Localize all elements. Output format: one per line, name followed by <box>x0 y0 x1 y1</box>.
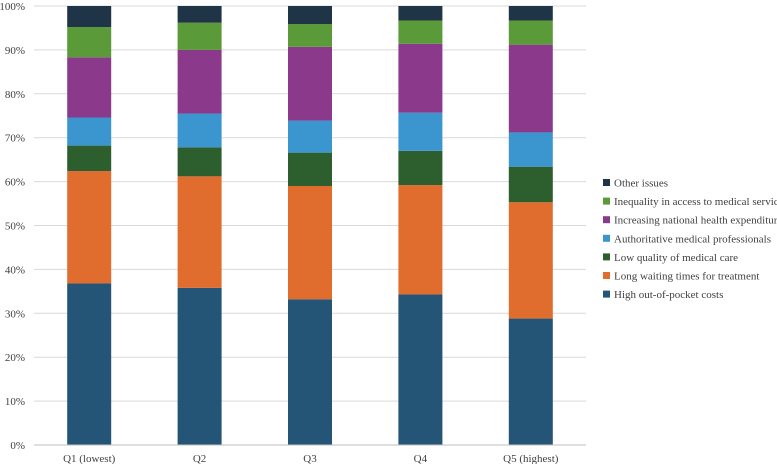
bar-segment <box>508 318 553 445</box>
bar-segment <box>398 6 443 21</box>
bar-segment <box>398 112 443 151</box>
legend-swatch <box>603 290 610 298</box>
legend-swatch <box>603 197 610 205</box>
bar-segment <box>398 150 443 186</box>
bar-segment <box>288 185 332 300</box>
bar-segment <box>67 145 112 172</box>
legend-label: Inequality in access to medical services <box>614 196 777 208</box>
legend-label: Authoritative medical professionals <box>614 233 771 245</box>
x-tick-label: Q3 <box>303 453 317 464</box>
bar-segment <box>177 49 222 114</box>
x-tick-label: Q5 (highest) <box>503 453 559 464</box>
legend-swatch <box>603 216 610 224</box>
bar-segment <box>508 166 553 203</box>
y-tick-label: 0% <box>10 440 25 452</box>
bar-segment <box>67 171 112 284</box>
legend-label: Low quality of medical care <box>614 252 738 264</box>
y-tick-label: 60% <box>5 177 25 189</box>
legend-swatch <box>603 179 610 186</box>
bar-segment <box>398 43 443 113</box>
y-tick-label: 80% <box>5 89 25 101</box>
x-axis: Q1 (lowest) Q2 Q3 Q4 Q5 (highest) <box>34 444 586 464</box>
y-tick-label: 20% <box>5 352 25 364</box>
bar-segment <box>177 176 222 288</box>
legend-label: Increasing national health expenditure <box>614 215 777 227</box>
bar-segment <box>288 299 332 445</box>
bar-segment <box>177 22 222 50</box>
bar-segment <box>508 132 553 167</box>
bars <box>67 6 553 445</box>
bar-segment <box>177 147 222 177</box>
bar-segment <box>177 113 222 148</box>
bar-segment <box>177 6 222 23</box>
bar-segment <box>288 152 332 186</box>
legend-swatch <box>603 234 610 242</box>
y-axis-tick-labels: 0% 10% 20% 30% 40% 50% 60% 70% 80% 90% 100% <box>0 1 25 452</box>
y-tick-label: 70% <box>5 133 25 145</box>
legend-label: Other issues <box>614 178 668 190</box>
legend: Other issues Inequality in access to medi… <box>603 178 777 301</box>
bar-segment <box>67 283 112 445</box>
bar-segment <box>508 20 553 45</box>
bar-segment <box>508 6 553 21</box>
bar-segment <box>398 185 443 295</box>
y-tick-label: 90% <box>5 45 25 57</box>
bar-segment <box>67 117 112 146</box>
bar-segment <box>288 23 332 47</box>
bar-segment <box>398 294 443 445</box>
legend-label: Long waiting times for treatment <box>614 271 759 283</box>
y-tick-label: 10% <box>5 396 25 408</box>
y-tick-label: 40% <box>5 264 25 276</box>
bar-segment <box>508 44 553 133</box>
legend-swatch <box>603 253 610 261</box>
bar-segment <box>177 287 222 445</box>
x-tick-label: Q1 (lowest) <box>63 453 116 464</box>
legend-label: High out-of-pocket costs <box>614 289 723 301</box>
x-tick-label: Q2 <box>193 453 206 464</box>
y-tick-label: 30% <box>5 308 25 320</box>
bar-segment <box>67 57 112 118</box>
y-tick-label: 50% <box>5 221 25 233</box>
x-tick-label: Q4 <box>414 453 428 464</box>
bar-segment <box>398 20 443 44</box>
bar-segment <box>67 27 112 58</box>
bar-segment <box>288 120 332 153</box>
bar-segment <box>67 6 112 28</box>
y-tick-label: 100% <box>0 1 25 13</box>
legend-swatch <box>603 272 610 279</box>
bar-segment <box>288 6 332 24</box>
bar-segment <box>288 46 332 121</box>
bar-segment <box>508 202 553 319</box>
